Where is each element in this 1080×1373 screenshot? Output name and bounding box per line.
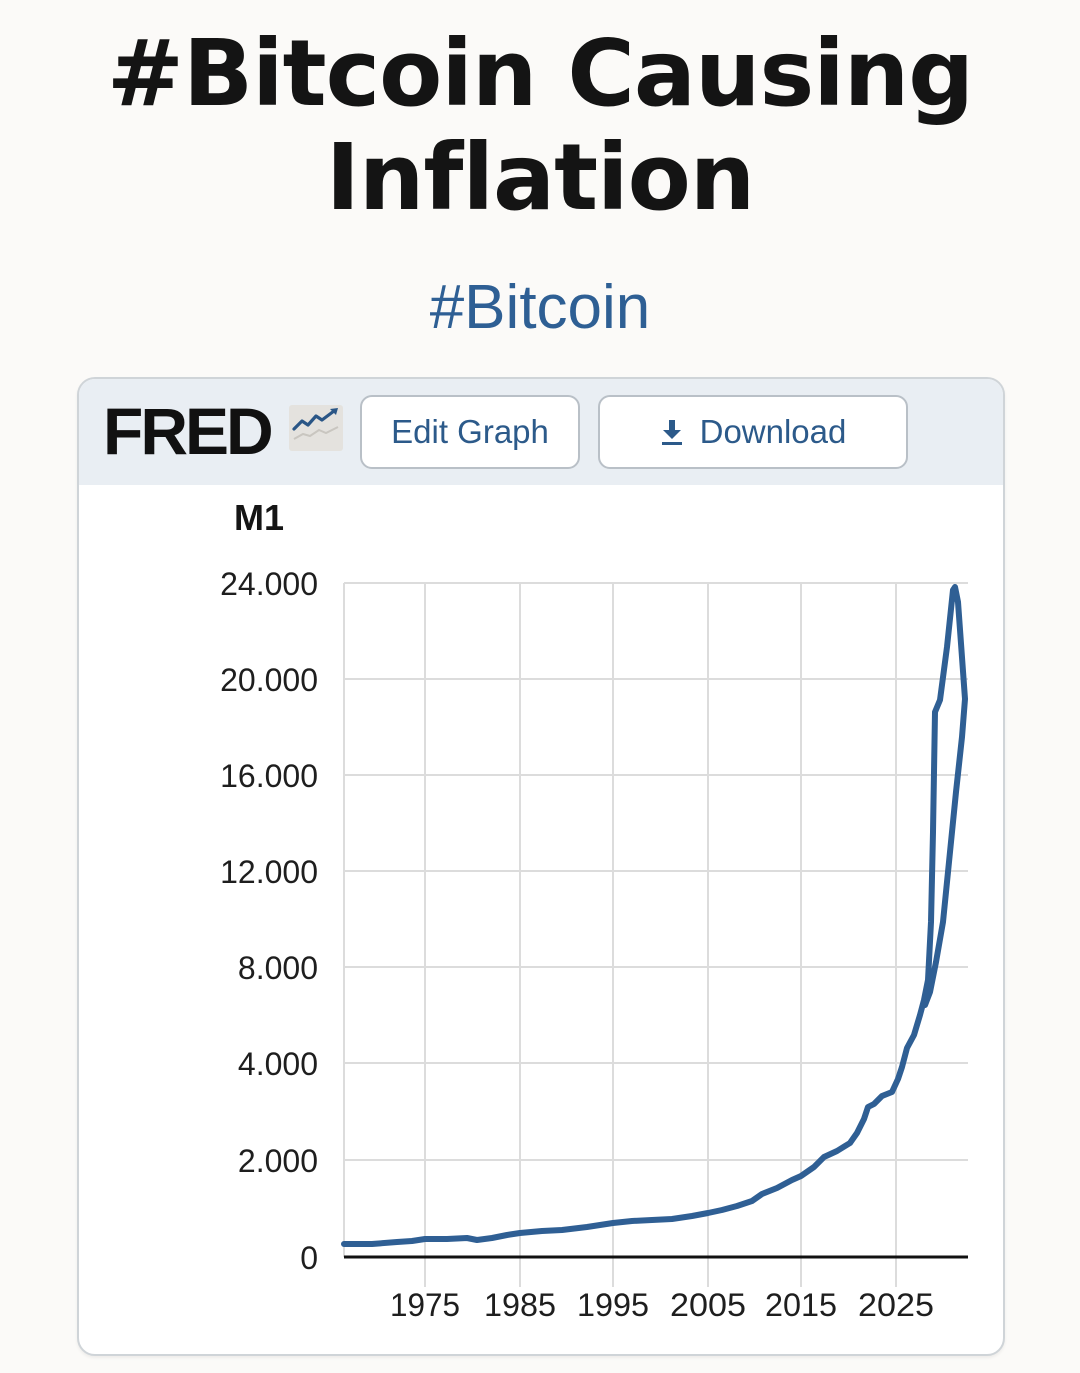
y-tick-label: 20.000 (220, 662, 318, 698)
x-tick-label: 2025 (858, 1287, 934, 1323)
grid-lines (343, 582, 968, 1287)
y-axis-tick-labels: 24.000 20.000 16.000 12.000 8.000 4.000 … (220, 566, 318, 1276)
x-tick-label: 1975 (390, 1287, 460, 1323)
x-tick-label: 2015 (765, 1287, 837, 1323)
y-tick-label: 4.000 (238, 1046, 318, 1082)
page-title-line-2: Inflation (325, 124, 756, 231)
y-tick-label: 2.000 (238, 1143, 318, 1179)
m1-series-line (341, 584, 968, 1247)
line-chart-icon (289, 405, 343, 451)
x-tick-label: 1995 (577, 1287, 649, 1323)
page-title-line-1: #Bitcoin Causing (106, 20, 974, 127)
x-axis-tick-labels: 1975 1985 1995 2005 2015 2025 (390, 1287, 934, 1323)
y-tick-label: 8.000 (238, 950, 318, 986)
y-tick-label: 24.000 (220, 566, 318, 602)
card-toolbar: FRED Edit Graph Download (79, 379, 1003, 485)
m1-line-chart: 24.000 20.000 16.000 12.000 8.000 4.000 … (220, 566, 968, 1323)
page-title: #Bitcoin Causing Inflation (0, 22, 1080, 230)
chart-title: M1 (234, 497, 285, 538)
y-tick-label: 16.000 (220, 758, 318, 794)
y-tick-label: 12.000 (220, 854, 318, 890)
download-button-label: Download (699, 413, 847, 450)
fred-logo[interactable]: FRED (103, 394, 274, 468)
hashtag-link[interactable]: #Bitcoin (429, 273, 651, 342)
fred-chart-card: FRED Edit Graph Download M1 (77, 377, 1005, 1356)
download-arrow-icon (661, 420, 682, 445)
x-tick-label: 2005 (670, 1287, 746, 1323)
download-button[interactable]: Download (598, 395, 908, 469)
edit-graph-button[interactable]: Edit Graph (360, 395, 580, 469)
x-tick-label: 1985 (484, 1287, 556, 1323)
y-tick-label: 0 (300, 1240, 318, 1276)
